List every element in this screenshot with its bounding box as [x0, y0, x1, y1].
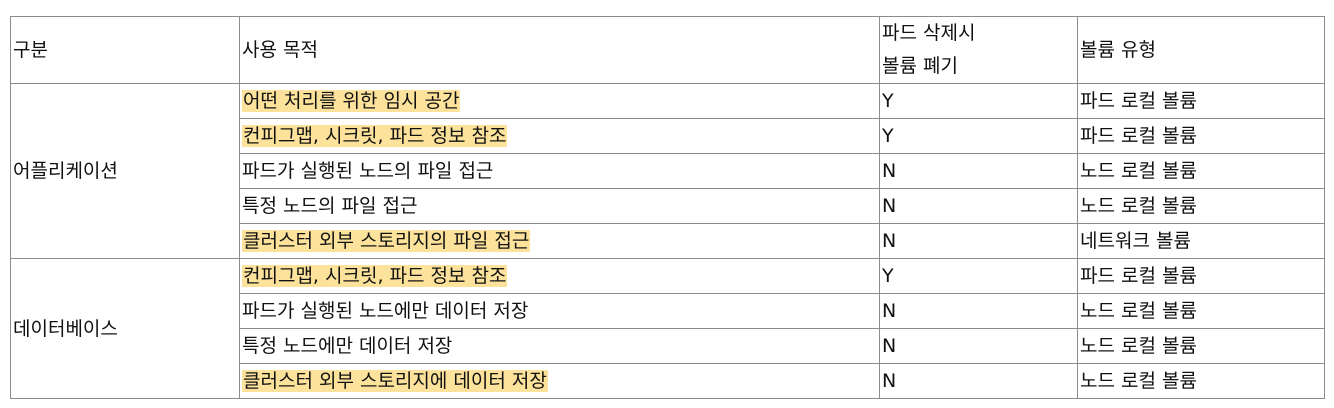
- header-volume-type: 볼륨 유형: [1077, 16, 1325, 84]
- table-row: 어플리케이션 어떤 처리를 위한 임시 공간 Y 파드 로컬 볼륨: [10, 83, 1325, 259]
- purpose-text: 컨피그맵, 시크릿, 파드 정보 참조: [242, 125, 508, 147]
- header-purpose: 사용 목적: [239, 16, 880, 84]
- purpose-text: 어떤 처리를 위한 임시 공간: [242, 90, 461, 112]
- header-discard-line-2: 볼륨 폐기: [882, 55, 958, 77]
- discard-cell: N: [879, 223, 1078, 259]
- type-cell: 노드 로컬 볼륨: [1077, 328, 1325, 364]
- table-row: 파드가 실행된 노드의 파일 접근 N 노드 로컬 볼륨: [11, 153, 1325, 189]
- type-cell: 노드 로컬 볼륨: [1077, 188, 1325, 224]
- header-category: 구분: [10, 16, 240, 84]
- discard-cell: N: [879, 153, 1078, 189]
- type-cell: 노드 로컬 볼륨: [1077, 153, 1325, 189]
- discard-cell: Y: [879, 118, 1078, 154]
- discard-cell: N: [879, 293, 1078, 329]
- discard-cell: N: [879, 188, 1078, 224]
- volume-table-container: 구분 사용 목적 파드 삭제시 볼륨 폐기 볼륨 유형 어플리케이션 어떤 처리…: [10, 16, 1325, 399]
- discard-cell: Y: [879, 83, 1078, 119]
- purpose-text: 클러스터 외부 스토리지의 파일 접근: [242, 230, 531, 252]
- table-row: 컨피그맵, 시크릿, 파드 정보 참조 Y 파드 로컬 볼륨: [11, 118, 1325, 154]
- purpose-cell: 특정 노드의 파일 접근: [239, 188, 880, 224]
- purpose-cell: 컨피그맵, 시크릿, 파드 정보 참조: [239, 258, 880, 294]
- purpose-cell: 컨피그맵, 시크릿, 파드 정보 참조: [239, 118, 880, 154]
- type-cell: 노드 로컬 볼륨: [1077, 363, 1325, 399]
- table-row: 특정 노드에만 데이터 저장 N 노드 로컬 볼륨: [11, 328, 1325, 364]
- discard-cell: N: [879, 363, 1078, 399]
- purpose-text: 특정 노드에만 데이터 저장: [242, 335, 453, 357]
- type-cell: 파드 로컬 볼륨: [1077, 258, 1325, 294]
- group-cell-database: 데이터베이스: [10, 258, 240, 399]
- table-row: 클러스터 외부 스토리지의 파일 접근 N 네트워크 볼륨: [11, 223, 1325, 259]
- purpose-text: 특정 노드의 파일 접근: [242, 195, 418, 217]
- table-row: 파드가 실행된 노드에만 데이터 저장 N 노드 로컬 볼륨: [11, 293, 1325, 329]
- table-row: 데이터베이스 컨피그맵, 시크릿, 파드 정보 참조 Y 파드 로컬 볼륨: [10, 258, 1325, 399]
- purpose-cell: 파드가 실행된 노드에만 데이터 저장: [239, 293, 880, 329]
- purpose-cell: 클러스터 외부 스토리지에 데이터 저장: [239, 363, 880, 399]
- table-header-row: 구분 사용 목적 파드 삭제시 볼륨 폐기 볼륨 유형: [10, 16, 1325, 84]
- header-discard-line-1: 파드 삭제시: [882, 22, 976, 44]
- purpose-cell: 특정 노드에만 데이터 저장: [239, 328, 880, 364]
- type-cell: 파드 로컬 볼륨: [1077, 83, 1325, 119]
- type-cell: 파드 로컬 볼륨: [1077, 118, 1325, 154]
- group-cell-application: 어플리케이션: [10, 83, 240, 259]
- volume-usage-table: 구분 사용 목적 파드 삭제시 볼륨 폐기 볼륨 유형 어플리케이션 어떤 처리…: [10, 16, 1325, 399]
- purpose-text: 파드가 실행된 노드에만 데이터 저장: [242, 300, 529, 322]
- discard-cell: Y: [879, 258, 1078, 294]
- purpose-text: 파드가 실행된 노드의 파일 접근: [242, 160, 494, 182]
- table-row: 클러스터 외부 스토리지에 데이터 저장 N 노드 로컬 볼륨: [11, 363, 1325, 399]
- type-cell: 노드 로컬 볼륨: [1077, 293, 1325, 329]
- table-row: 특정 노드의 파일 접근 N 노드 로컬 볼륨: [11, 188, 1325, 224]
- purpose-cell: 파드가 실행된 노드의 파일 접근: [239, 153, 880, 189]
- table-body: 어플리케이션 어떤 처리를 위한 임시 공간 Y 파드 로컬 볼륨 컨피그맵, …: [10, 83, 1325, 399]
- discard-cell: N: [879, 328, 1078, 364]
- purpose-text: 컨피그맵, 시크릿, 파드 정보 참조: [242, 265, 508, 287]
- purpose-text: 클러스터 외부 스토리지에 데이터 저장: [242, 370, 548, 392]
- header-discard-on-pod-delete: 파드 삭제시 볼륨 폐기: [879, 16, 1078, 84]
- type-cell: 네트워크 볼륨: [1077, 223, 1325, 259]
- purpose-cell: 어떤 처리를 위한 임시 공간: [239, 83, 880, 119]
- purpose-cell: 클러스터 외부 스토리지의 파일 접근: [239, 223, 880, 259]
